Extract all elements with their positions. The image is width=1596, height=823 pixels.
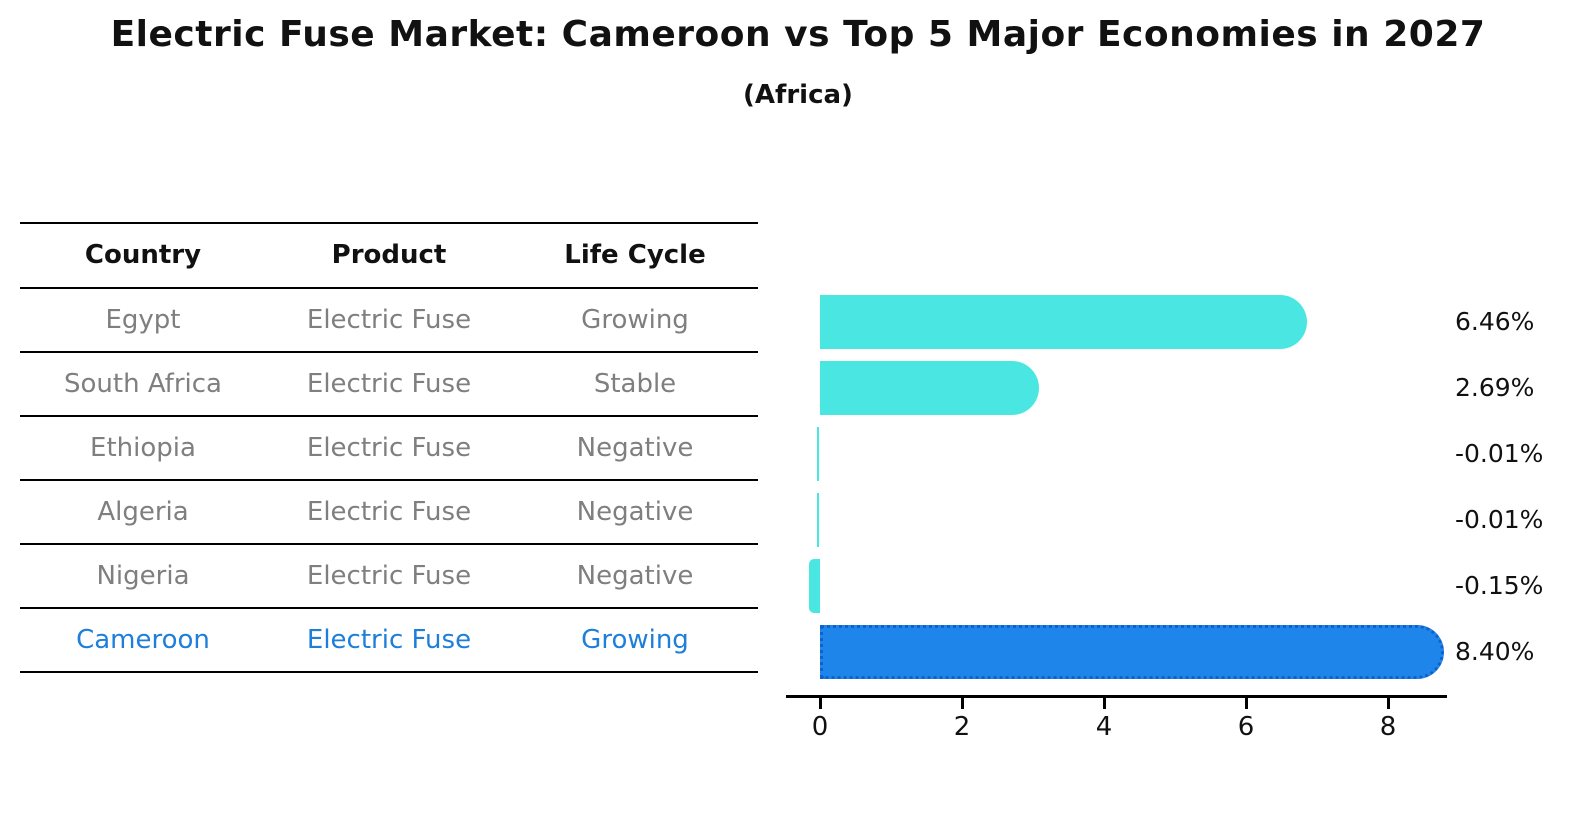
cell-product: Electric Fuse [306, 624, 472, 655]
cell-lifecycle: Negative [576, 496, 694, 527]
bar-algeria [817, 493, 819, 547]
x-tick-mark-6 [1244, 695, 1248, 709]
col-header-country: Country [84, 240, 202, 271]
table-row-egypt: Egypt Electric Fuse Growing [20, 289, 758, 353]
table-row-algeria: Algeria Electric Fuse Negative [20, 481, 758, 545]
cell-product: Electric Fuse [306, 496, 472, 527]
x-tick-label-2: 2 [953, 712, 971, 742]
value-label-egypt: 6.46% [1455, 307, 1535, 336]
cell-country: Egypt [105, 304, 181, 335]
cell-product: Electric Fuse [306, 560, 472, 591]
cell-country: Algeria [97, 496, 189, 527]
bar-ethiopia [817, 427, 819, 481]
table-row-ethiopia: Ethiopia Electric Fuse Negative [20, 417, 758, 481]
cell-country: South Africa [64, 368, 222, 399]
x-tick-mark-0 [818, 695, 822, 709]
x-tick-mark-8 [1386, 695, 1390, 709]
cell-country: Nigeria [96, 560, 190, 591]
x-tick-mark-4 [1102, 695, 1106, 709]
cell-lifecycle: Stable [593, 368, 677, 399]
cell-country: Ethiopia [90, 432, 196, 463]
cell-lifecycle: Negative [576, 560, 694, 591]
value-label-cameroon: 8.40% [1455, 637, 1535, 666]
bar-egypt [820, 295, 1307, 349]
bar-south-africa [820, 361, 1039, 415]
cell-product: Electric Fuse [306, 368, 472, 399]
col-header-lifecycle: Life Cycle [564, 240, 706, 271]
page-subtitle: (Africa) [743, 80, 853, 110]
cell-country: Cameroon [76, 624, 210, 655]
cell-lifecycle: Growing [581, 304, 689, 335]
table-row-cameroon-highlighted: Cameroon Electric Fuse Growing [20, 609, 758, 673]
x-tick-label-0: 0 [811, 712, 829, 742]
value-label-algeria: -0.01% [1455, 505, 1544, 534]
table-row-nigeria: Nigeria Electric Fuse Negative [20, 545, 758, 609]
col-header-product: Product [331, 240, 447, 271]
value-label-ethiopia: -0.01% [1455, 439, 1544, 468]
cell-lifecycle: Negative [576, 432, 694, 463]
country-table: Country Product Life Cycle Egypt Electri… [20, 222, 758, 673]
cell-product: Electric Fuse [306, 432, 472, 463]
x-tick-label-6: 6 [1237, 712, 1255, 742]
value-label-nigeria: -0.15% [1455, 571, 1544, 600]
table-row-south-africa: South Africa Electric Fuse Stable [20, 353, 758, 417]
bar-nigeria [809, 559, 820, 613]
table-header-row: Country Product Life Cycle [20, 224, 758, 289]
cell-product: Electric Fuse [306, 304, 472, 335]
x-tick-label-4: 4 [1095, 712, 1113, 742]
x-axis-line [786, 695, 1447, 698]
value-label-south-africa: 2.69% [1455, 373, 1535, 402]
bar-cameroon-highlighted [820, 625, 1445, 679]
x-tick-mark-2 [960, 695, 964, 709]
x-tick-label-8: 8 [1379, 712, 1397, 742]
cell-lifecycle: Growing [581, 624, 689, 655]
page-title: Electric Fuse Market: Cameroon vs Top 5 … [110, 14, 1486, 55]
